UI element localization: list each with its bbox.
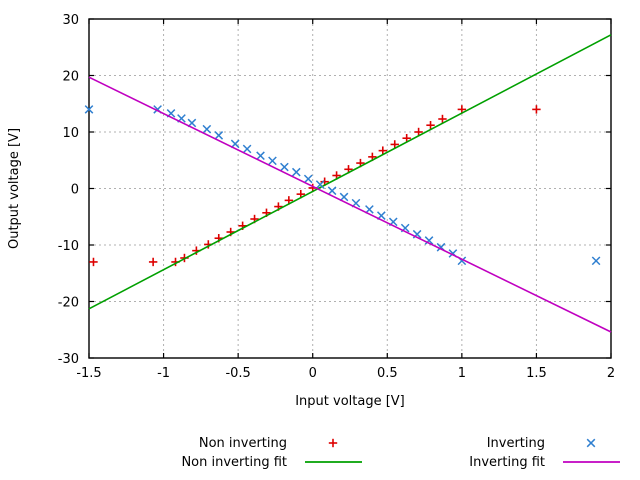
y-axis-title: Output voltage [V] [7, 128, 22, 249]
fit-line [88, 76, 612, 333]
y-tick-label: -30 [58, 352, 79, 367]
y-tick-label: 10 [62, 126, 79, 141]
y-tick-label: 0 [71, 183, 79, 198]
x-tick-label: 1.5 [526, 366, 547, 381]
y-tick-label: -20 [58, 296, 79, 311]
axis-titles: Input voltage [V] Output voltage [V] [7, 128, 405, 409]
legend-label: Non inverting fit [181, 455, 287, 470]
legend-swatch [328, 438, 338, 448]
x-tick-label: 0.5 [377, 366, 398, 381]
series-non-inverting-fit [88, 34, 612, 310]
x-tick-label: -1.5 [76, 366, 101, 381]
legend-label: Inverting [487, 436, 545, 451]
y-tick-label: 30 [62, 13, 79, 28]
legend-label: Inverting fit [469, 455, 545, 470]
axis-tick-labels: -1.5 -1 -0.5 0 0.5 1 1.5 2 -30 -20 -10 0 10 20 30 [58, 13, 615, 381]
x-tick-label: -1 [157, 366, 170, 381]
gridlines [89, 19, 611, 358]
legend-label: Non inverting [199, 436, 287, 451]
series-inverting-fit [88, 76, 612, 333]
legend-swatch [586, 438, 596, 448]
x-tick-label: 2 [607, 366, 615, 381]
data-series-layer [84, 34, 612, 333]
axis-ticks [88, 18, 612, 359]
x-tick-label: 0 [309, 366, 317, 381]
y-tick-label: -10 [58, 239, 79, 254]
fit-line [88, 34, 612, 310]
x-tick-label: 1 [458, 366, 466, 381]
y-tick-label: 20 [62, 70, 79, 85]
x-axis-title: Input voltage [V] [295, 394, 405, 409]
chart-legend: Non inverting Inverting Non inverting fit I… [181, 436, 620, 470]
x-tick-label: -0.5 [225, 366, 250, 381]
